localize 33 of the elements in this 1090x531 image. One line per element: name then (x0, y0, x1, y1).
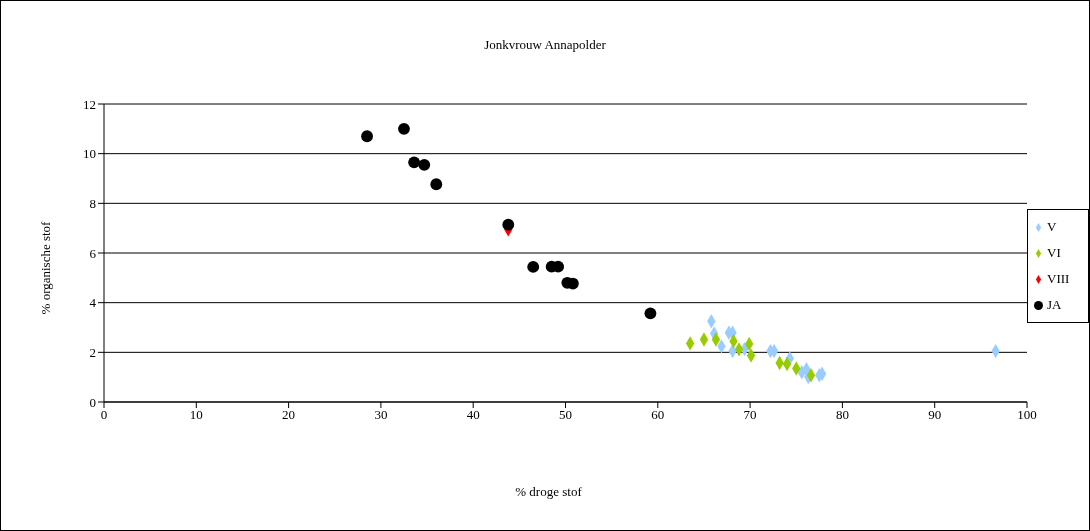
x-tick-label: 10 (189, 407, 203, 423)
y-tick-label: 4 (89, 295, 97, 311)
x-tick-label: 40 (466, 407, 480, 423)
point (418, 158, 431, 171)
x-tick-label: 80 (835, 407, 849, 423)
legend-label: V (1047, 218, 1057, 234)
x-tick-label: 0 (100, 407, 108, 423)
y-axis-title: % organische stof (38, 221, 54, 315)
x-tick-label: 70 (743, 407, 757, 423)
y-tick-label: 10 (83, 146, 96, 162)
y-tick-label: 0 (89, 394, 96, 410)
x-tick-label: 20 (282, 407, 296, 423)
legend-label: VI (1047, 244, 1061, 260)
point (527, 261, 540, 273)
x-axis-title: % droge stof (514, 484, 583, 500)
x-tick-label: 90 (928, 407, 942, 423)
y-tick-label: 2 (89, 344, 96, 360)
x-tick-label: 100 (1017, 407, 1037, 423)
y-tick-label: 12 (83, 96, 96, 112)
point (430, 178, 443, 191)
y-tick-label: 6 (89, 245, 97, 261)
x-tick-label: 50 (559, 407, 572, 423)
legend-label: JA (1047, 296, 1062, 312)
x-tick-label: 30 (374, 407, 388, 423)
legend-label: VIII (1047, 270, 1070, 286)
y-tick-label: 8 (89, 195, 96, 211)
x-tick-label: 60 (651, 407, 665, 423)
point (361, 130, 373, 143)
point (644, 307, 657, 320)
chart-title: Jonkvrouw Annapolder (483, 37, 607, 53)
point (502, 218, 515, 231)
point (408, 156, 421, 169)
point (398, 122, 410, 135)
